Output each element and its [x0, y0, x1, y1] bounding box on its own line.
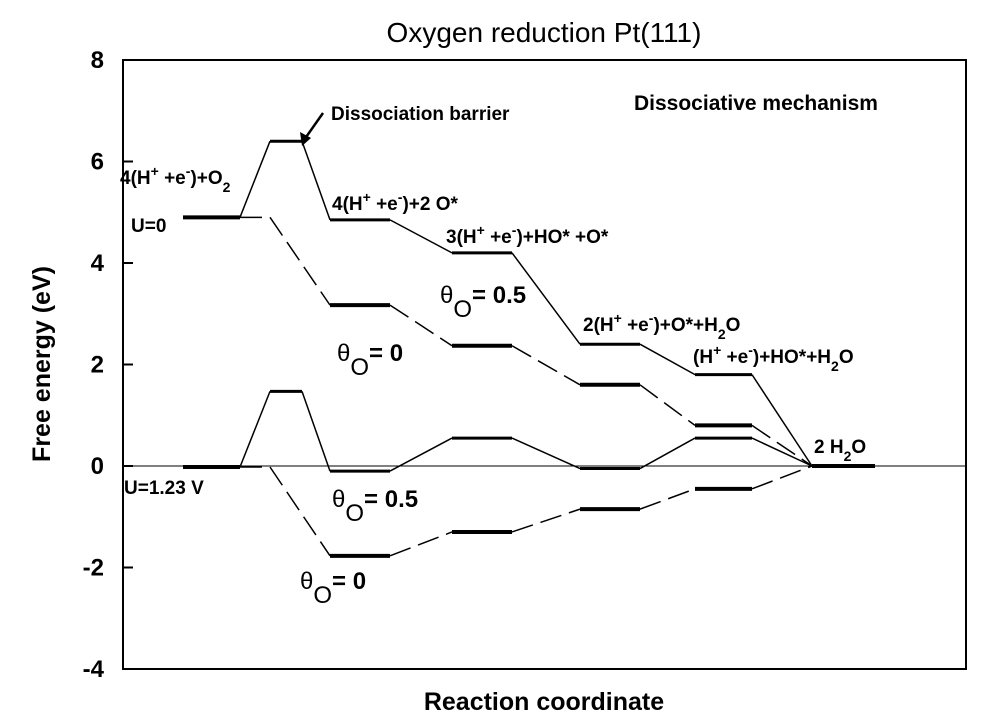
y-axis-ticks: -4 -2 0 2 4 6 8: [83, 47, 133, 683]
step-label-o2: 4(H+ +e-)+O2: [120, 163, 231, 195]
theta-label-u123-05: θO= 0.5: [332, 486, 418, 527]
transition-connector: [511, 252, 581, 345]
y-tick-label: 8: [91, 47, 104, 74]
chart-title: Oxygen reduction Pt(111): [387, 17, 702, 48]
annotations: Dissociation barrier Dissociative mechan…: [120, 92, 878, 609]
dissociation-barrier-label: Dissociation barrier: [331, 104, 510, 125]
series-1: [183, 215, 875, 468]
transition-connector: [511, 345, 581, 386]
step-label-ho-o: 3(H+ +e-)+HO* +O*: [446, 222, 609, 248]
theta-label-u0-05: θO= 0.5: [440, 282, 526, 323]
transition-connector: [751, 465, 813, 490]
step-label-2h2o: 2 H2O: [814, 437, 866, 464]
transition-connector: [751, 374, 813, 467]
transition-connector: [639, 488, 696, 510]
theta-label-u0-0: θO= 0: [337, 340, 403, 381]
transition-connector: [511, 437, 581, 470]
y-tick-label: -2: [83, 555, 104, 582]
transition-connector: [389, 304, 453, 347]
step-label-2o: 4(H+ +e-)+2 O*: [332, 189, 458, 215]
series-3: [183, 464, 875, 558]
barrier-arrowhead: [300, 132, 311, 146]
y-tick-label: -4: [83, 656, 105, 683]
energy-profiles: [183, 139, 875, 558]
theta-label-u123-0: θO= 0: [300, 568, 366, 609]
step-label-o-h2o: 2(H+ +e-)+O*+H2O: [583, 310, 740, 342]
transition-connector: [639, 343, 696, 376]
transition-connector: [239, 140, 271, 218]
mechanism-label: Dissociative mechanism: [634, 92, 878, 115]
transition-connector: [301, 140, 331, 221]
transition-connector: [301, 391, 331, 472]
y-tick-label: 0: [91, 453, 104, 480]
series-0: [183, 139, 875, 468]
y-axis-label: Free energy (eV): [28, 266, 56, 462]
transition-connector: [389, 219, 453, 254]
transition-connector: [269, 216, 331, 306]
transition-connector: [751, 424, 813, 467]
y-tick-label: 6: [91, 149, 104, 176]
y-tick-label: 4: [91, 250, 105, 277]
transition-connector: [511, 508, 581, 533]
transition-connector: [239, 391, 271, 468]
u123-label: U=1.23 V: [124, 478, 204, 499]
x-axis-label: Reaction coordinate: [424, 688, 664, 716]
barrier-arrow: [302, 112, 325, 141]
transition-connector: [639, 384, 696, 427]
transition-connector: [639, 437, 696, 470]
transition-connector: [269, 466, 331, 557]
transition-connector: [389, 437, 453, 472]
u0-label: U=0: [131, 216, 166, 237]
y-tick-label: 2: [91, 352, 104, 379]
transition-connector: [751, 437, 813, 467]
transition-connector: [389, 531, 453, 557]
step-label-ho-h2o: (H+ +e-)+HO*+H2O: [693, 342, 854, 374]
